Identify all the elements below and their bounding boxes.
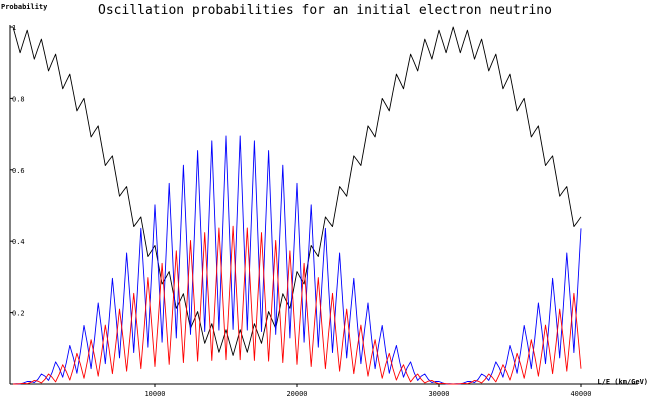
y-tick-label: 0.8 [12, 95, 25, 103]
x-tick-label: 40000 [570, 390, 591, 398]
x-axis-label: L/E (km/GeV) [597, 378, 648, 386]
series-line [12, 135, 582, 385]
series-line [12, 26, 582, 356]
y-tick-label: 1 [12, 24, 16, 32]
series-line [13, 225, 582, 385]
x-tick-label: 30000 [428, 390, 449, 398]
x-tick-label: 10000 [144, 390, 165, 398]
x-tick-label: 20000 [286, 390, 307, 398]
y-tick-label: 0.2 [12, 310, 25, 318]
y-tick-label: 0.4 [12, 238, 25, 246]
y-axis-label: Probability [1, 3, 48, 11]
y-tick-label: 0.6 [12, 167, 25, 175]
chart-title: Oscillation probabilities for an initial… [98, 3, 552, 18]
